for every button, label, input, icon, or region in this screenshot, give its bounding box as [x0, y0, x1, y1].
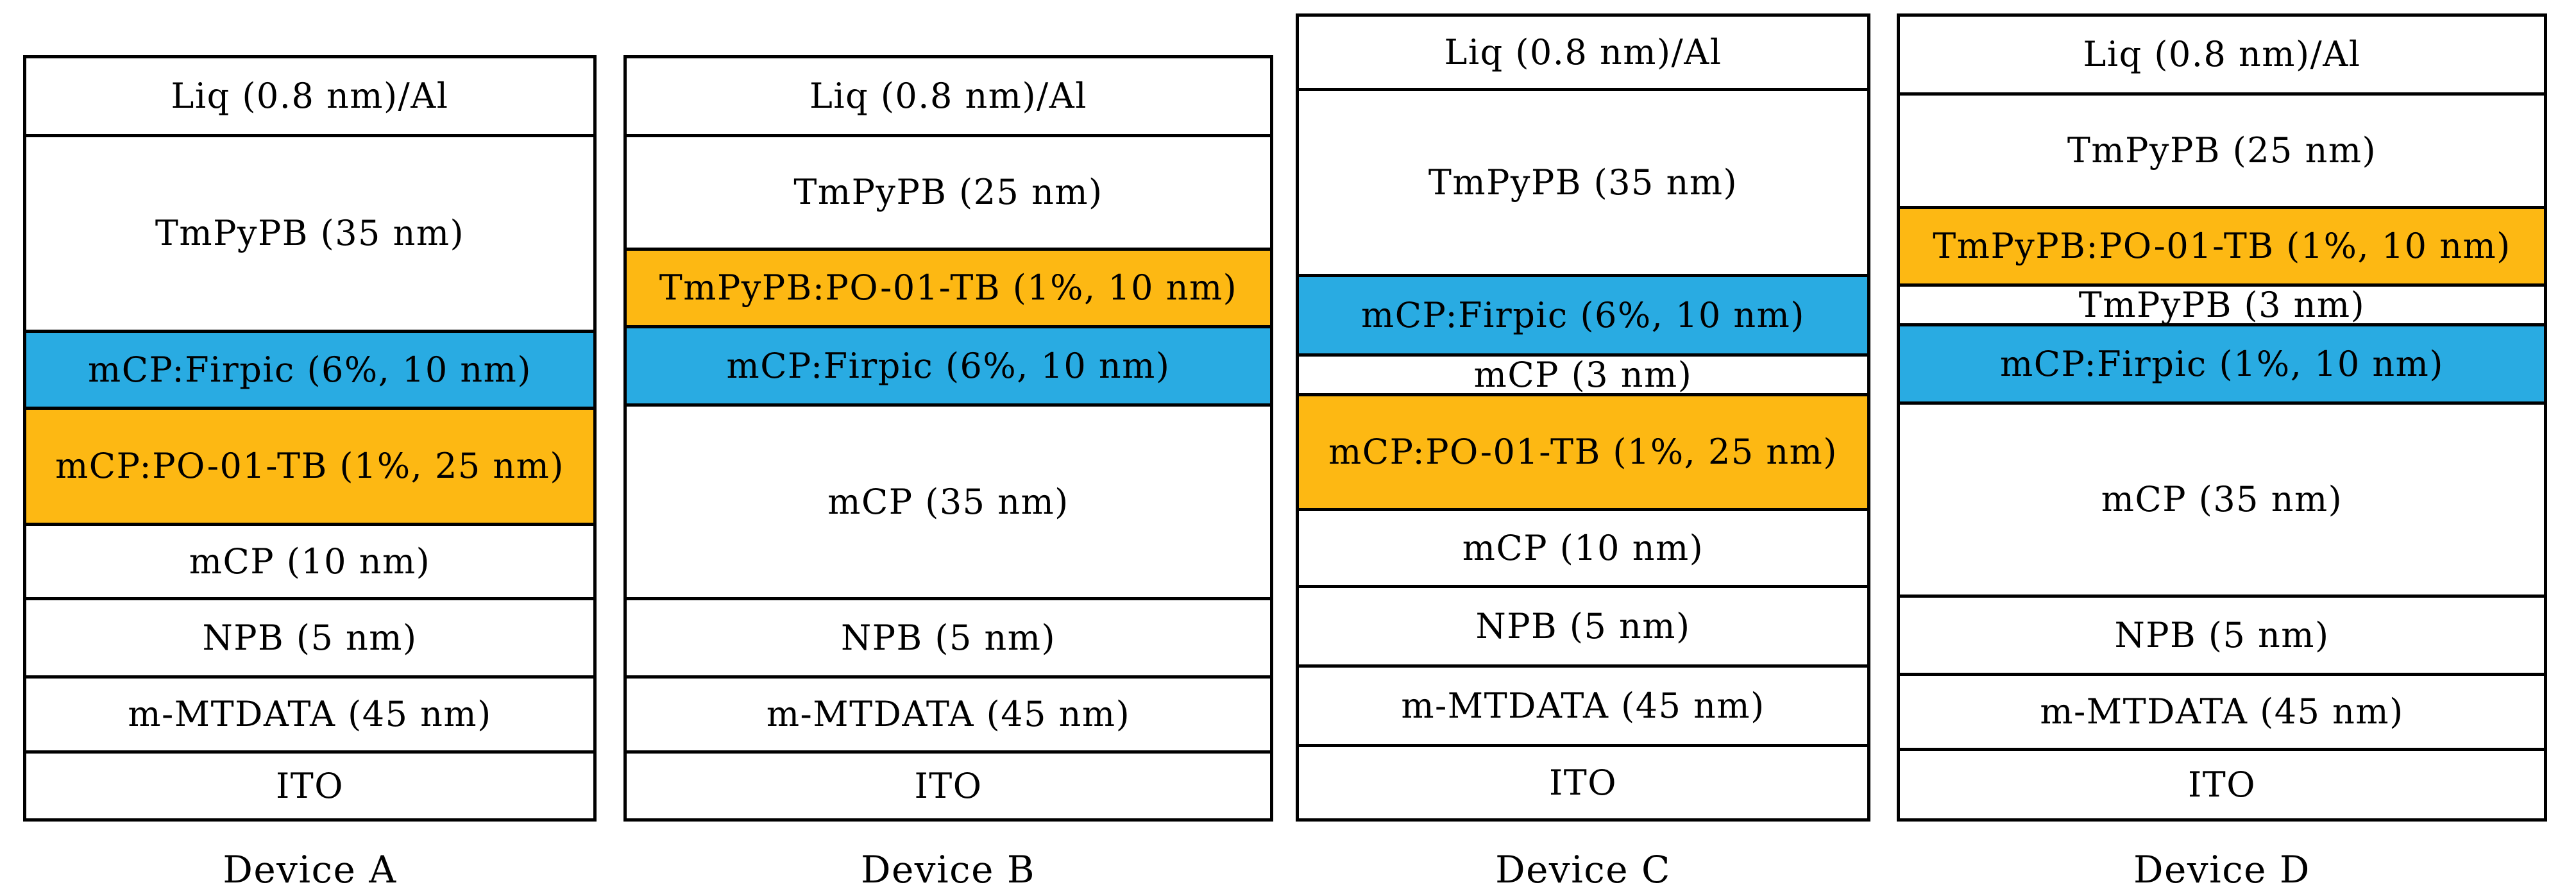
device-caption: Device C: [1495, 848, 1671, 891]
layer-label: ITO: [26, 754, 593, 818]
layer-label: ITO: [627, 754, 1270, 818]
layer-label: mCP (35 nm): [1900, 405, 2544, 598]
device-caption: Device B: [860, 848, 1035, 891]
layer-label: Liq (0.8 nm)/Al: [26, 58, 593, 137]
layer-label: ITO: [1299, 747, 1867, 818]
device-caption: Device A: [223, 848, 397, 891]
layer-label: mCP (10 nm): [1299, 511, 1867, 588]
device-stack-device-c: Liq (0.8 nm)/Al TmPyPB (35 nm) mCP:Firpic …: [1296, 13, 1870, 822]
layer-label: NPB (5 nm): [26, 600, 593, 679]
device-stack-device-a: Liq (0.8 nm)/Al TmPyPB (35 nm) mCP:Firpic …: [23, 55, 597, 822]
layer-label: mCP:Firpic (6%, 10 nm): [1299, 277, 1867, 357]
layer-label: mCP:Firpic (6%, 10 nm): [26, 333, 593, 410]
layer-label: NPB (5 nm): [1900, 598, 2544, 676]
layer-label: mCP (35 nm): [627, 407, 1270, 600]
layer-label: mCP:PO-01-TB (1%, 25 nm): [26, 410, 593, 526]
device-caption: Device D: [2133, 848, 2310, 891]
layer-label: TmPyPB (25 nm): [1900, 96, 2544, 209]
layer-label: m-MTDATA (45 nm): [26, 679, 593, 754]
layer-label: TmPyPB (25 nm): [627, 137, 1270, 251]
device-stack-device-d: Liq (0.8 nm)/Al TmPyPB (25 nm) TmPyPB:PO-0…: [1897, 13, 2547, 822]
layer-label: m-MTDATA (45 nm): [1900, 676, 2544, 751]
layer-label: mCP (3 nm): [1299, 357, 1867, 396]
layer-label: NPB (5 nm): [627, 600, 1270, 679]
layer-label: TmPyPB (35 nm): [1299, 91, 1867, 277]
layer-label: m-MTDATA (45 nm): [1299, 668, 1867, 747]
layer-label: mCP:Firpic (1%, 10 nm): [1900, 326, 2544, 405]
layer-label: TmPyPB (3 nm): [1900, 287, 2544, 326]
layer-label: ITO: [1900, 751, 2544, 818]
layer-label: Liq (0.8 nm)/Al: [627, 58, 1270, 137]
device-stack-device-b: Liq (0.8 nm)/Al TmPyPB (25 nm) TmPyPB:PO-0…: [623, 55, 1273, 822]
layer-label: Liq (0.8 nm)/Al: [1900, 17, 2544, 96]
layer-label: mCP (10 nm): [26, 526, 593, 600]
layer-label: TmPyPB:PO-01-TB (1%, 10 nm): [1900, 209, 2544, 287]
layer-label: NPB (5 nm): [1299, 588, 1867, 668]
layer-label: TmPyPB:PO-01-TB (1%, 10 nm): [627, 251, 1270, 328]
layer-label: m-MTDATA (45 nm): [627, 679, 1270, 754]
layer-label: mCP:Firpic (6%, 10 nm): [627, 328, 1270, 407]
layer-label: mCP:PO-01-TB (1%, 25 nm): [1299, 396, 1867, 511]
layer-label: Liq (0.8 nm)/Al: [1299, 17, 1867, 91]
layer-label: TmPyPB (35 nm): [26, 137, 593, 333]
